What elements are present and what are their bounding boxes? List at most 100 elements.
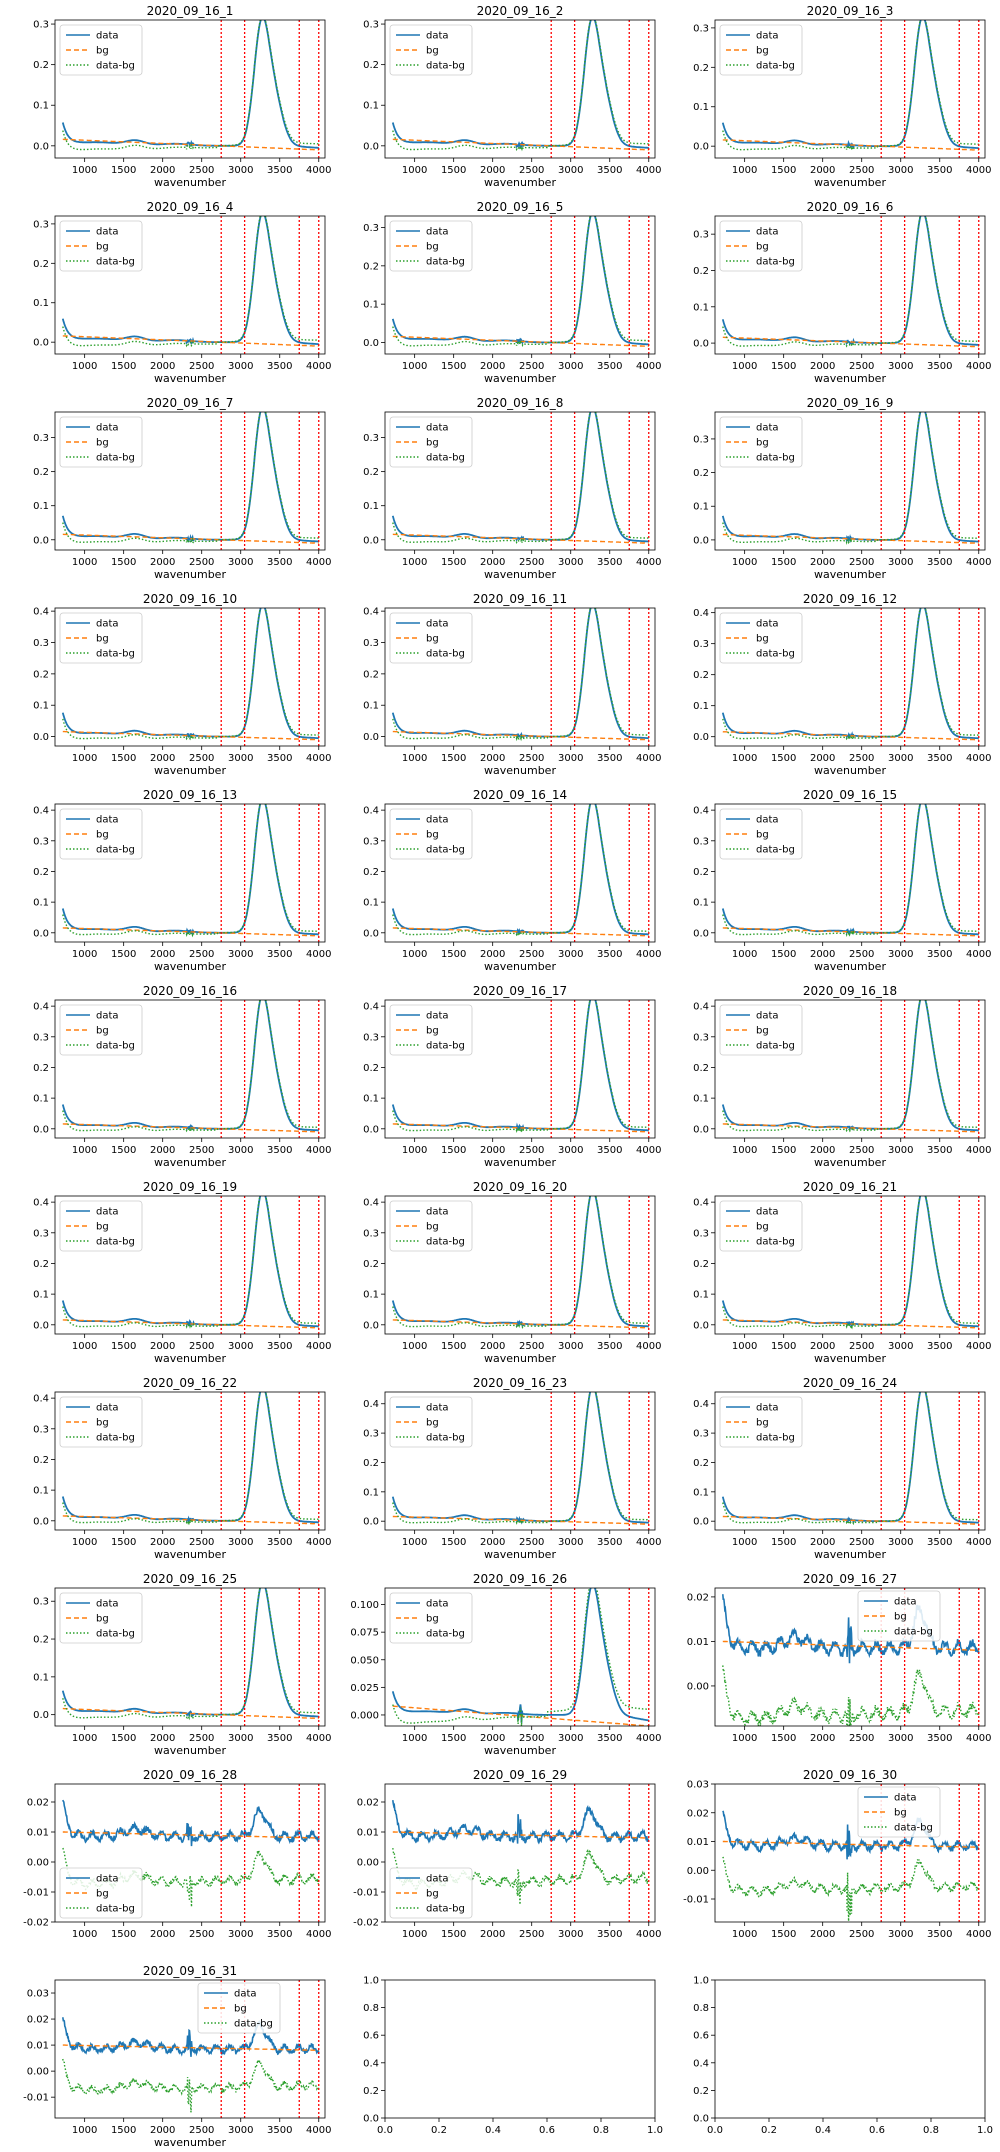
series-data-bg-line [62,412,319,545]
legend-label: data-bg [756,453,795,464]
legend-box [59,1867,143,1919]
x-tick-label: 3000 [228,2125,253,2136]
series-bg-line [62,533,319,544]
x-axis-label: wavenumber [814,764,886,777]
axes-frame [384,803,656,943]
x-axis-label: wavenumber [814,1156,886,1169]
x-tick-label: 2000 [810,1341,835,1352]
y-tick-label: -0.01 [23,2093,49,2104]
axes-frame [714,1587,986,1727]
x-tick-label: 4000 [306,557,331,568]
x-tick-label: 3000 [888,361,913,372]
x-tick-label: 4000 [966,1341,991,1352]
legend-label: data [96,31,119,42]
plot-area [391,216,650,354]
y-tick-label: 0.0 [33,338,49,349]
axes-frame [714,1979,986,2119]
y-tick-label: 0.0 [363,732,379,743]
x-axis-label: wavenumber [154,372,226,385]
series-data-bg-line [722,1392,979,1526]
x-tick-label: 1000 [72,753,97,764]
panel-title: 2020_09_16_21 [803,1180,897,1194]
y-tick-label: 0.3 [33,1597,49,1608]
x-tick-label: 3500 [597,753,622,764]
y-tick-label: -0.01 [23,1888,49,1899]
y-tick-label: 0.1 [363,1094,379,1105]
axes-frame [384,215,656,355]
legend: data bg data-bg [719,808,803,860]
y-tick-label: 0.025 [350,1683,379,1694]
axes-frame [384,1195,656,1335]
legend-label: data-bg [756,1237,795,1248]
legend-box [857,1786,941,1838]
x-tick-label: 3000 [888,753,913,764]
x-tick-label: 3500 [927,753,952,764]
x-tick-label: 1000 [732,753,757,764]
x-tick-label: 3500 [927,1929,952,1940]
x-axis-label: wavenumber [154,568,226,581]
legend-label: data [756,227,779,238]
x-tick-label: 2000 [150,1929,175,1940]
x-tick-label: 0.4 [485,2125,501,2136]
y-tick-label: 0.2 [693,63,709,74]
legend-label: data [426,423,449,434]
x-tick-label: 0.6 [869,2125,885,2136]
x-tick-label: 1500 [111,1929,136,1940]
legend: data bg data-bg [389,1004,473,1056]
x-tick-label: 2500 [519,1537,544,1548]
y-tick-label: 0.2 [33,259,49,270]
y-tick-label: 0.3 [363,836,379,847]
legend-label: data [96,1874,119,1885]
legend: data bg data-bg [59,416,143,468]
x-tick-label: 3000 [558,1145,583,1156]
axes-frame [54,1979,326,2119]
chart-panel: 2020_09_16_28 1000 1500 2000 2500 3000 3500 400… [23,1768,331,1940]
axes-frame [714,1195,986,1335]
y-tick-label: 0.0 [363,535,379,546]
x-tick-label: 4000 [966,949,991,960]
axes-frame [384,1587,656,1727]
legend-label: data-bg [96,649,135,660]
axes-frame [714,411,986,551]
x-tick-label: 4000 [966,1733,991,1744]
legend-label: bg [426,830,439,841]
x-tick-label: 1000 [402,753,427,764]
x-tick-label: 2500 [849,1929,874,1940]
y-tick-label: 0.075 [350,1628,379,1639]
y-tick-label: 0.0 [693,1517,709,1528]
x-tick-label: 2500 [189,1733,214,1744]
chart-panel: 2020_09_16_25 1000 1500 2000 2500 3000 3500 400… [33,1572,331,1757]
series-bg-line [392,1705,649,1726]
legend-label: bg [96,242,109,253]
panel-title: 2020_09_16_17 [473,984,567,998]
x-axis-label: wavenumber [814,1548,886,1561]
legend-label: data-bg [426,845,465,856]
plot-area [61,1196,320,1334]
x-axis-label: wavenumber [814,372,886,385]
chart-panel: 2020_09_16_20 1000 1500 2000 2500 3000 3500 400… [363,1180,661,1365]
chart-panel: 2020_09_16_23 1000 1500 2000 2500 3000 3500 400… [363,1376,661,1561]
chart-panel: 2020_09_16_31 1000 1500 2000 2500 3000 3500 400… [23,1964,331,2149]
panel-title: 2020_09_16_25 [143,1572,237,1586]
series-data-line [722,1594,980,1664]
x-tick-label: 4000 [636,1145,661,1156]
y-tick-label: 0.02 [687,1592,709,1603]
plot-area [721,804,980,942]
y-tick-label: 0.00 [357,1858,379,1869]
x-axis-label: wavenumber [484,176,556,189]
x-tick-label: 1000 [72,1537,97,1548]
x-tick-label: 1500 [111,557,136,568]
panel-title: 2020_09_16_6 [807,200,894,214]
y-tick-label: 0.2 [693,670,709,681]
series-data-bg-line [62,20,319,151]
y-tick-label: 0.1 [693,898,709,909]
legend: data bg data-bg [719,1200,803,1252]
y-tick-label: 0.1 [33,1290,49,1301]
x-tick-label: 3500 [927,1145,952,1156]
legend-label: bg [96,1889,109,1900]
x-tick-label: 1000 [72,1733,97,1744]
x-tick-label: 3000 [228,557,253,568]
x-tick-label: 4000 [636,949,661,960]
y-tick-label: 0.0 [33,1124,49,1135]
series-bg-line [62,1123,319,1133]
